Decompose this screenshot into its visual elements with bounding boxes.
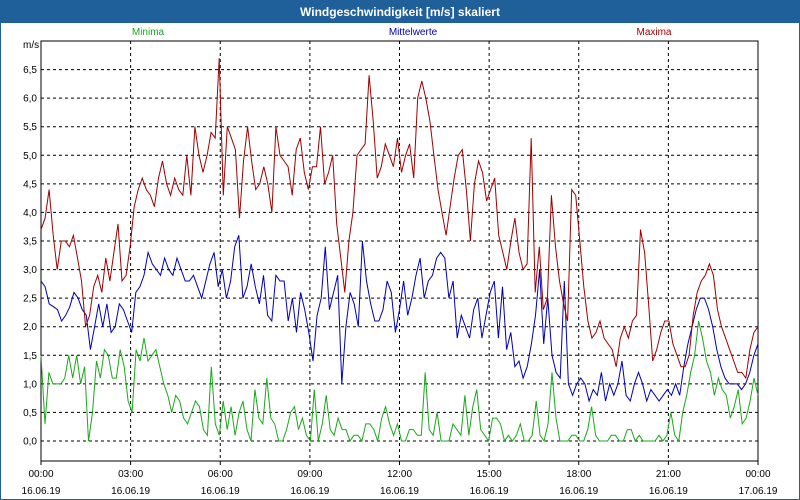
- y-tick-label: 6,0: [23, 94, 37, 105]
- y-tick-label: 2,0: [23, 322, 37, 333]
- x-tick-time: 15:00: [477, 469, 502, 480]
- y-tick-label: 0,5: [23, 408, 37, 419]
- x-tick-date: 16.06.19: [380, 486, 419, 497]
- y-axis: 0,0 0,5 1,0 1,5 2,0 2,5 3,0 3,5 4,0 4,5 5,0 5,5 6,0 6…: [23, 65, 37, 447]
- series-line-maxima: [40, 58, 759, 380]
- x-tick-time: 03:00: [118, 469, 143, 480]
- y-axis-label: m/s: [23, 40, 39, 51]
- x-tick-time: 00:00: [745, 469, 770, 480]
- x-tick-time: 18:00: [566, 469, 591, 480]
- y-tick-label: 2,5: [23, 294, 37, 305]
- y-tick-label: 3,0: [23, 265, 37, 276]
- x-tick-date: 16.06.19: [201, 486, 240, 497]
- series-lines: [40, 58, 759, 443]
- legend-maxima: Maxima: [636, 27, 671, 38]
- x-tick-date: 16.06.19: [470, 486, 509, 497]
- x-tick-date: 16.06.19: [22, 486, 61, 497]
- x-tick-time: 00:00: [28, 469, 53, 480]
- y-tick-label: 0,0: [23, 437, 37, 448]
- y-tick-label: 6,5: [23, 65, 37, 76]
- y-tick-label: 1,5: [23, 351, 37, 362]
- legend-mittelwerte: Mittelwerte: [389, 27, 438, 38]
- series-line-minima: [40, 320, 759, 443]
- window-title: Windgeschwindigkeit [m/s] skaliert: [1, 1, 799, 23]
- x-tick-date: 16.06.19: [559, 486, 598, 497]
- x-tick-date: 17.06.19: [739, 486, 778, 497]
- y-tick-label: 3,5: [23, 237, 37, 248]
- y-tick-label: 5,0: [23, 151, 37, 162]
- x-tick-date: 16.06.19: [290, 486, 329, 497]
- legend-minima: Minima: [132, 27, 165, 38]
- y-tick-label: 4,5: [23, 179, 37, 190]
- y-tick-label: 5,5: [23, 122, 37, 133]
- x-tick-date: 16.06.19: [111, 486, 150, 497]
- x-tick-date: 16.06.19: [649, 486, 688, 497]
- y-tick-label: 1,0: [23, 379, 37, 390]
- grid: [40, 40, 759, 462]
- x-axis: 00:00 16.06.19 03:00 16.06.19 06:00 16.06.19 0…: [22, 461, 778, 497]
- series-line-mittelwerte: [40, 235, 759, 403]
- x-tick-time: 12:00: [387, 469, 412, 480]
- x-tick-time: 21:00: [656, 469, 681, 480]
- x-tick-time: 06:00: [208, 469, 233, 480]
- legend: Minima Mittelwerte Maxima: [132, 27, 672, 38]
- x-tick-time: 09:00: [297, 469, 322, 480]
- y-tick-label: 4,0: [23, 208, 37, 219]
